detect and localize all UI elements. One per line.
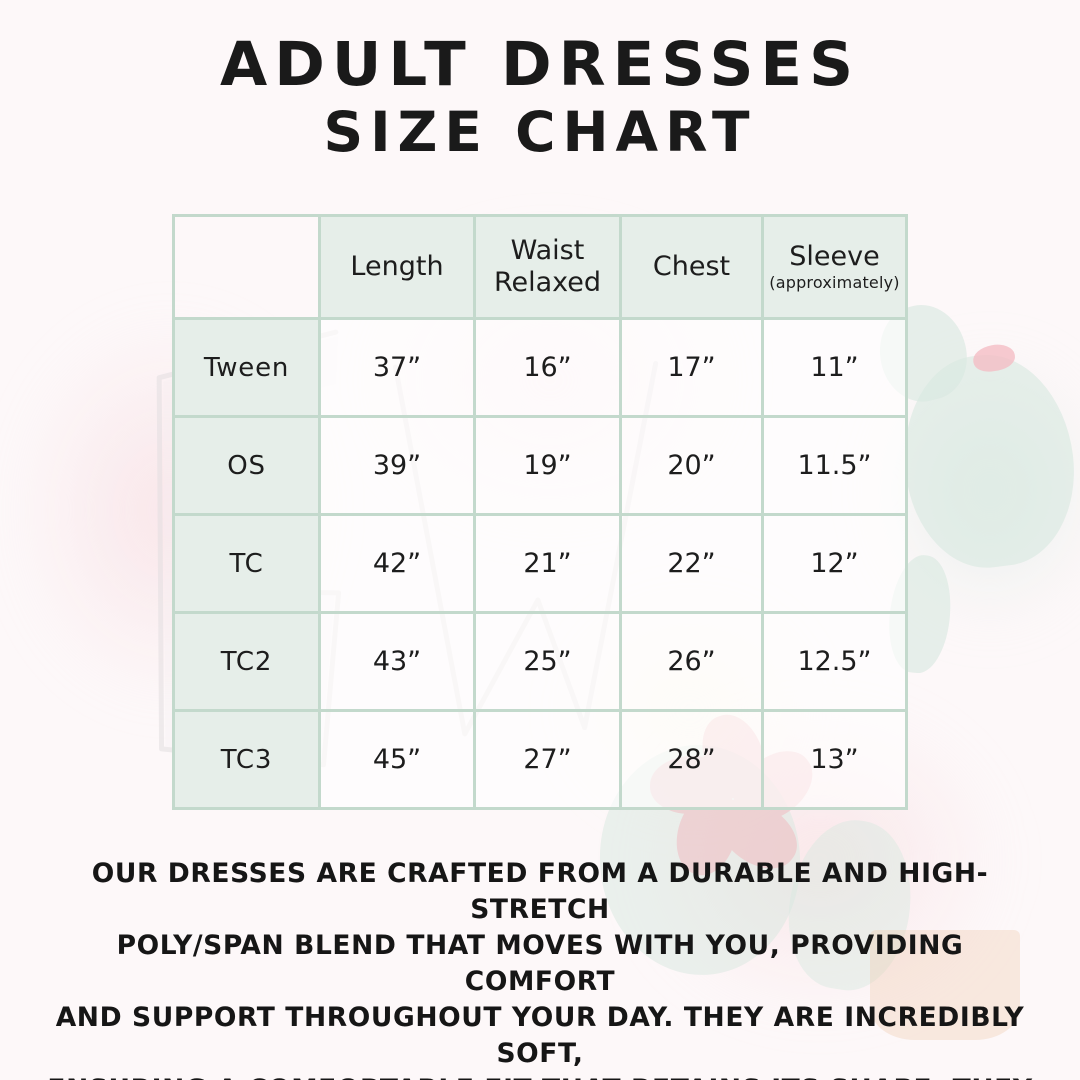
size-chart-table-container: Length Waist Relaxed Chest Sleeve (appro… <box>172 214 908 810</box>
cell-os-waist: 19” <box>473 415 622 516</box>
cell-os-length: 39” <box>318 415 476 516</box>
cell-tc-waist: 21” <box>473 513 622 614</box>
row-label-tc: TC <box>172 513 321 614</box>
row-label-tc3: TC3 <box>172 709 321 810</box>
row-label-os: OS <box>172 415 321 516</box>
column-header-length-label: Length <box>350 251 444 283</box>
cell-tc2-waist: 25” <box>473 611 622 712</box>
size-chart-table: Length Waist Relaxed Chest Sleeve (appro… <box>172 214 908 810</box>
page-title: ADULT DRESSES SIZE CHART <box>0 29 1080 165</box>
column-header-chest-label: Chest <box>652 251 731 283</box>
cell-tc-length: 42” <box>318 513 476 614</box>
column-header-waist-line2: Relaxed <box>493 267 602 298</box>
cell-tc2-length: 43” <box>318 611 476 712</box>
cactus-icon-right <box>892 345 1080 577</box>
cell-tween-sleeve: 11” <box>761 317 908 418</box>
cell-tc3-chest: 28” <box>619 709 764 810</box>
table-body: Tween 37” 16” 17” 11” OS 39” 19” 20” 11.… <box>172 317 908 810</box>
cell-tween-chest: 17” <box>619 317 764 418</box>
cell-tween-waist: 16” <box>473 317 622 418</box>
table-header: Length Waist Relaxed Chest Sleeve (appro… <box>172 214 908 320</box>
column-header-length: Length <box>318 214 476 320</box>
column-header-sleeve: Sleeve (approximately) <box>761 214 908 320</box>
cell-tc3-waist: 27” <box>473 709 622 810</box>
column-header-waist-relaxed: Waist Relaxed <box>473 214 622 320</box>
description-line-2: POLY/SPAN BLEND THAT MOVES WITH YOU, PRO… <box>116 930 964 998</box>
table-row: TC 42” 21” 22” 12” <box>172 513 908 614</box>
table-row: TC3 45” 27” 28” 13” <box>172 709 908 810</box>
table-row: OS 39” 19” 20” 11.5” <box>172 415 908 516</box>
title-line-secondary: SIZE CHART <box>323 100 757 165</box>
product-description: OUR DRESSES ARE CRAFTED FROM A DURABLE A… <box>38 856 1042 1080</box>
cell-tween-length: 37” <box>318 317 476 418</box>
header-row: Length Waist Relaxed Chest Sleeve (appro… <box>172 214 908 320</box>
title-line-primary: ADULT DRESSES <box>220 29 860 100</box>
table-row: TC2 43” 25” 26” 12.5” <box>172 611 908 712</box>
description-line-3: AND SUPPORT THROUGHOUT YOUR DAY. THEY AR… <box>55 1002 1025 1070</box>
cactus-bloom-icon <box>971 341 1017 375</box>
table-row: Tween 37” 16” 17” 11” <box>172 317 908 418</box>
cell-os-sleeve: 11.5” <box>761 415 908 516</box>
cell-tc3-length: 45” <box>318 709 476 810</box>
cell-tc2-sleeve: 12.5” <box>761 611 908 712</box>
column-header-sleeve-sublabel: (approximately) <box>769 273 900 293</box>
column-header-chest: Chest <box>619 214 764 320</box>
cell-os-chest: 20” <box>619 415 764 516</box>
description-line-1: OUR DRESSES ARE CRAFTED FROM A DURABLE A… <box>91 858 989 926</box>
column-header-waist-line1: Waist <box>510 235 585 267</box>
cell-tc3-sleeve: 13” <box>761 709 908 810</box>
description-line-4: ENSURING A COMFORTABLE FIT THAT RETAINS … <box>38 1072 1042 1080</box>
cell-tc-chest: 22” <box>619 513 764 614</box>
cell-tc-sleeve: 12” <box>761 513 908 614</box>
cell-tc2-chest: 26” <box>619 611 764 712</box>
column-header-sleeve-label: Sleeve <box>789 240 880 272</box>
row-label-tween: Tween <box>172 317 321 418</box>
row-label-tc2: TC2 <box>172 611 321 712</box>
table-corner-cell <box>172 214 321 320</box>
